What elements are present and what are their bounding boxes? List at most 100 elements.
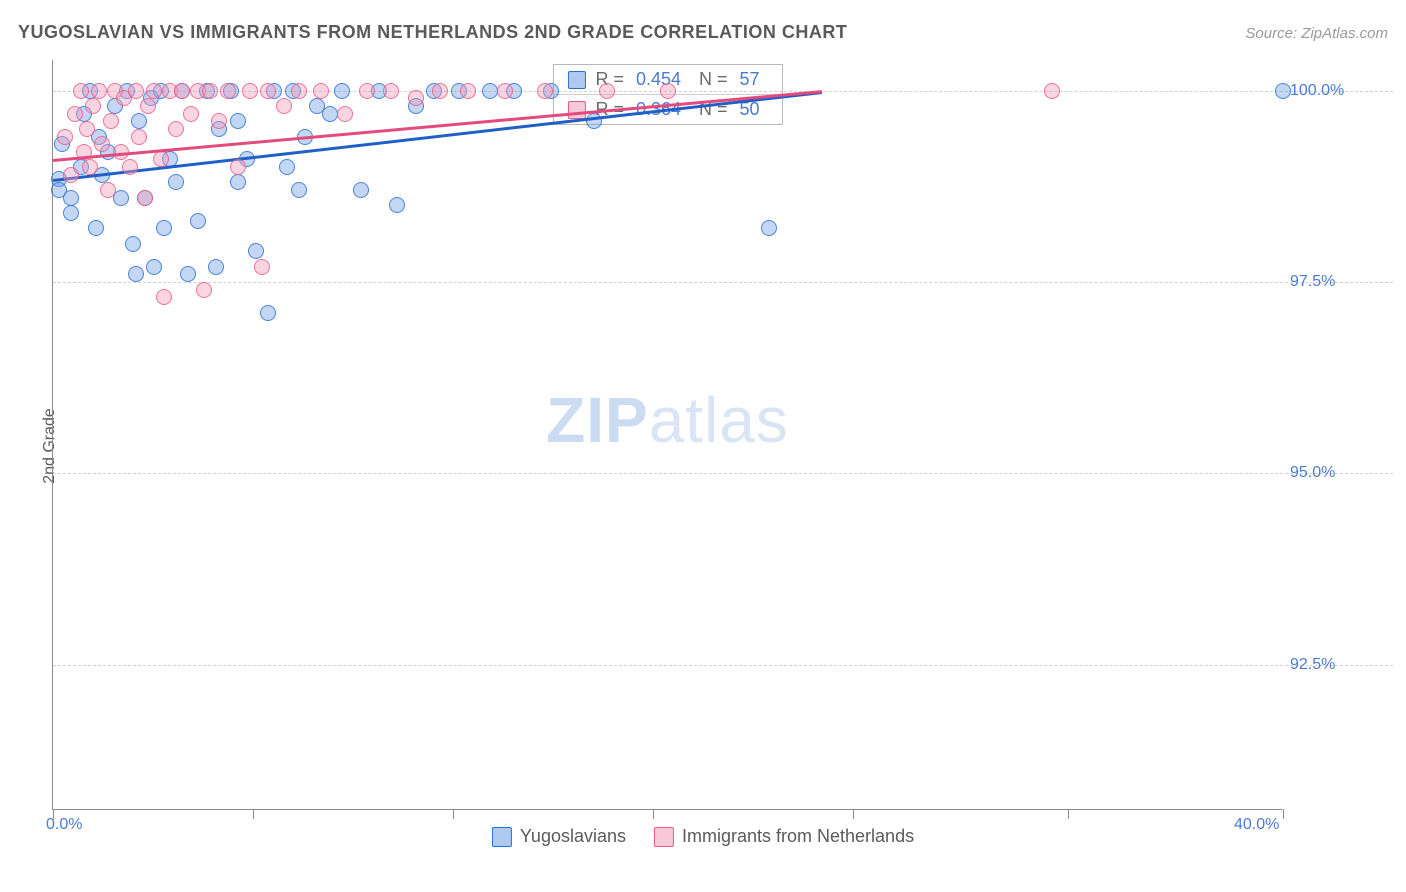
watermark: ZIPatlas (546, 383, 789, 457)
watermark-atlas: atlas (649, 384, 789, 456)
stats-n-label: N = (699, 69, 728, 90)
x-tick (253, 809, 254, 819)
data-point (239, 151, 255, 167)
legend-label-series2: Immigrants from Netherlands (682, 826, 914, 847)
data-point (156, 220, 172, 236)
stats-r-value-2: 0.364 (636, 99, 681, 120)
data-point (254, 259, 270, 275)
data-point (76, 106, 92, 122)
stats-r-value-1: 0.454 (636, 69, 681, 90)
data-point (291, 182, 307, 198)
data-point (128, 266, 144, 282)
data-point (248, 243, 264, 259)
data-point (82, 159, 98, 175)
data-point (67, 106, 83, 122)
data-point (146, 259, 162, 275)
data-point (88, 220, 104, 236)
data-point (309, 98, 325, 114)
data-point (140, 98, 156, 114)
data-point (94, 167, 110, 183)
data-point (211, 113, 227, 129)
source-label: Source: (1245, 25, 1301, 42)
data-point (180, 266, 196, 282)
data-point (279, 159, 295, 175)
data-point (122, 159, 138, 175)
legend-swatch-series2 (654, 827, 674, 847)
gridline (53, 91, 1393, 92)
y-tick-label: 100.0% (1290, 82, 1344, 100)
data-point (137, 190, 153, 206)
stats-row-series2: R = 0.364 N = 50 (553, 95, 781, 124)
data-point (168, 121, 184, 137)
data-point (162, 151, 178, 167)
data-point (76, 144, 92, 160)
data-point (208, 259, 224, 275)
y-tick-label: 92.5% (1290, 656, 1335, 674)
data-point (91, 129, 107, 145)
data-point (183, 106, 199, 122)
data-point (79, 121, 95, 137)
stats-r-label: R = (595, 99, 624, 120)
y-tick-label: 97.5% (1290, 273, 1335, 291)
x-tick (1283, 809, 1284, 819)
x-tick (653, 809, 654, 819)
data-point (94, 136, 110, 152)
stats-n-label: N = (699, 99, 728, 120)
data-point (125, 236, 141, 252)
data-point (131, 113, 147, 129)
y-tick-label: 95.0% (1290, 464, 1335, 482)
scatter-plot: ZIPatlas R = 0.454 N = 57 R = 0.364 N = … (52, 60, 1282, 810)
data-point (85, 98, 101, 114)
data-point (211, 121, 227, 137)
data-point (260, 305, 276, 321)
swatch-series1 (567, 71, 585, 89)
data-point (113, 144, 129, 160)
x-tick (1068, 809, 1069, 819)
legend-item-series2: Immigrants from Netherlands (654, 826, 914, 847)
data-point (230, 159, 246, 175)
legend-swatch-series1 (492, 827, 512, 847)
x-tick (853, 809, 854, 819)
data-point (54, 136, 70, 152)
data-point (137, 190, 153, 206)
data-point (107, 98, 123, 114)
legend: Yugoslavians Immigrants from Netherlands (492, 826, 914, 847)
data-point (103, 113, 119, 129)
chart-header: YUGOSLAVIAN VS IMMIGRANTS FROM NETHERLAN… (18, 22, 1388, 43)
watermark-zip: ZIP (546, 384, 649, 456)
data-point (322, 106, 338, 122)
legend-item-series1: Yugoslavians (492, 826, 626, 847)
data-point (156, 289, 172, 305)
data-point (63, 190, 79, 206)
data-point (131, 129, 147, 145)
data-point (51, 171, 67, 187)
stats-r-label: R = (595, 69, 624, 90)
data-point (408, 98, 424, 114)
data-point (297, 129, 313, 145)
data-point (196, 282, 212, 298)
data-point (276, 98, 292, 114)
swatch-series2 (567, 101, 585, 119)
gridline (53, 282, 1393, 283)
data-point (51, 182, 67, 198)
x-tick-label: 0.0% (46, 816, 82, 834)
stats-n-value-2: 50 (740, 99, 760, 120)
data-point (761, 220, 777, 236)
source-attribution: Source: ZipAtlas.com (1245, 25, 1388, 42)
data-point (116, 90, 132, 106)
data-point (143, 90, 159, 106)
legend-label-series1: Yugoslavians (520, 826, 626, 847)
data-point (190, 213, 206, 229)
data-point (408, 90, 424, 106)
gridline (53, 473, 1393, 474)
x-tick-label: 40.0% (1234, 816, 1279, 834)
data-point (100, 144, 116, 160)
data-point (100, 182, 116, 198)
stats-box: R = 0.454 N = 57 R = 0.364 N = 50 (552, 64, 782, 125)
x-tick (453, 809, 454, 819)
data-point (57, 129, 73, 145)
data-point (153, 151, 169, 167)
data-point (168, 174, 184, 190)
data-point (63, 167, 79, 183)
source-name: ZipAtlas.com (1301, 25, 1388, 42)
